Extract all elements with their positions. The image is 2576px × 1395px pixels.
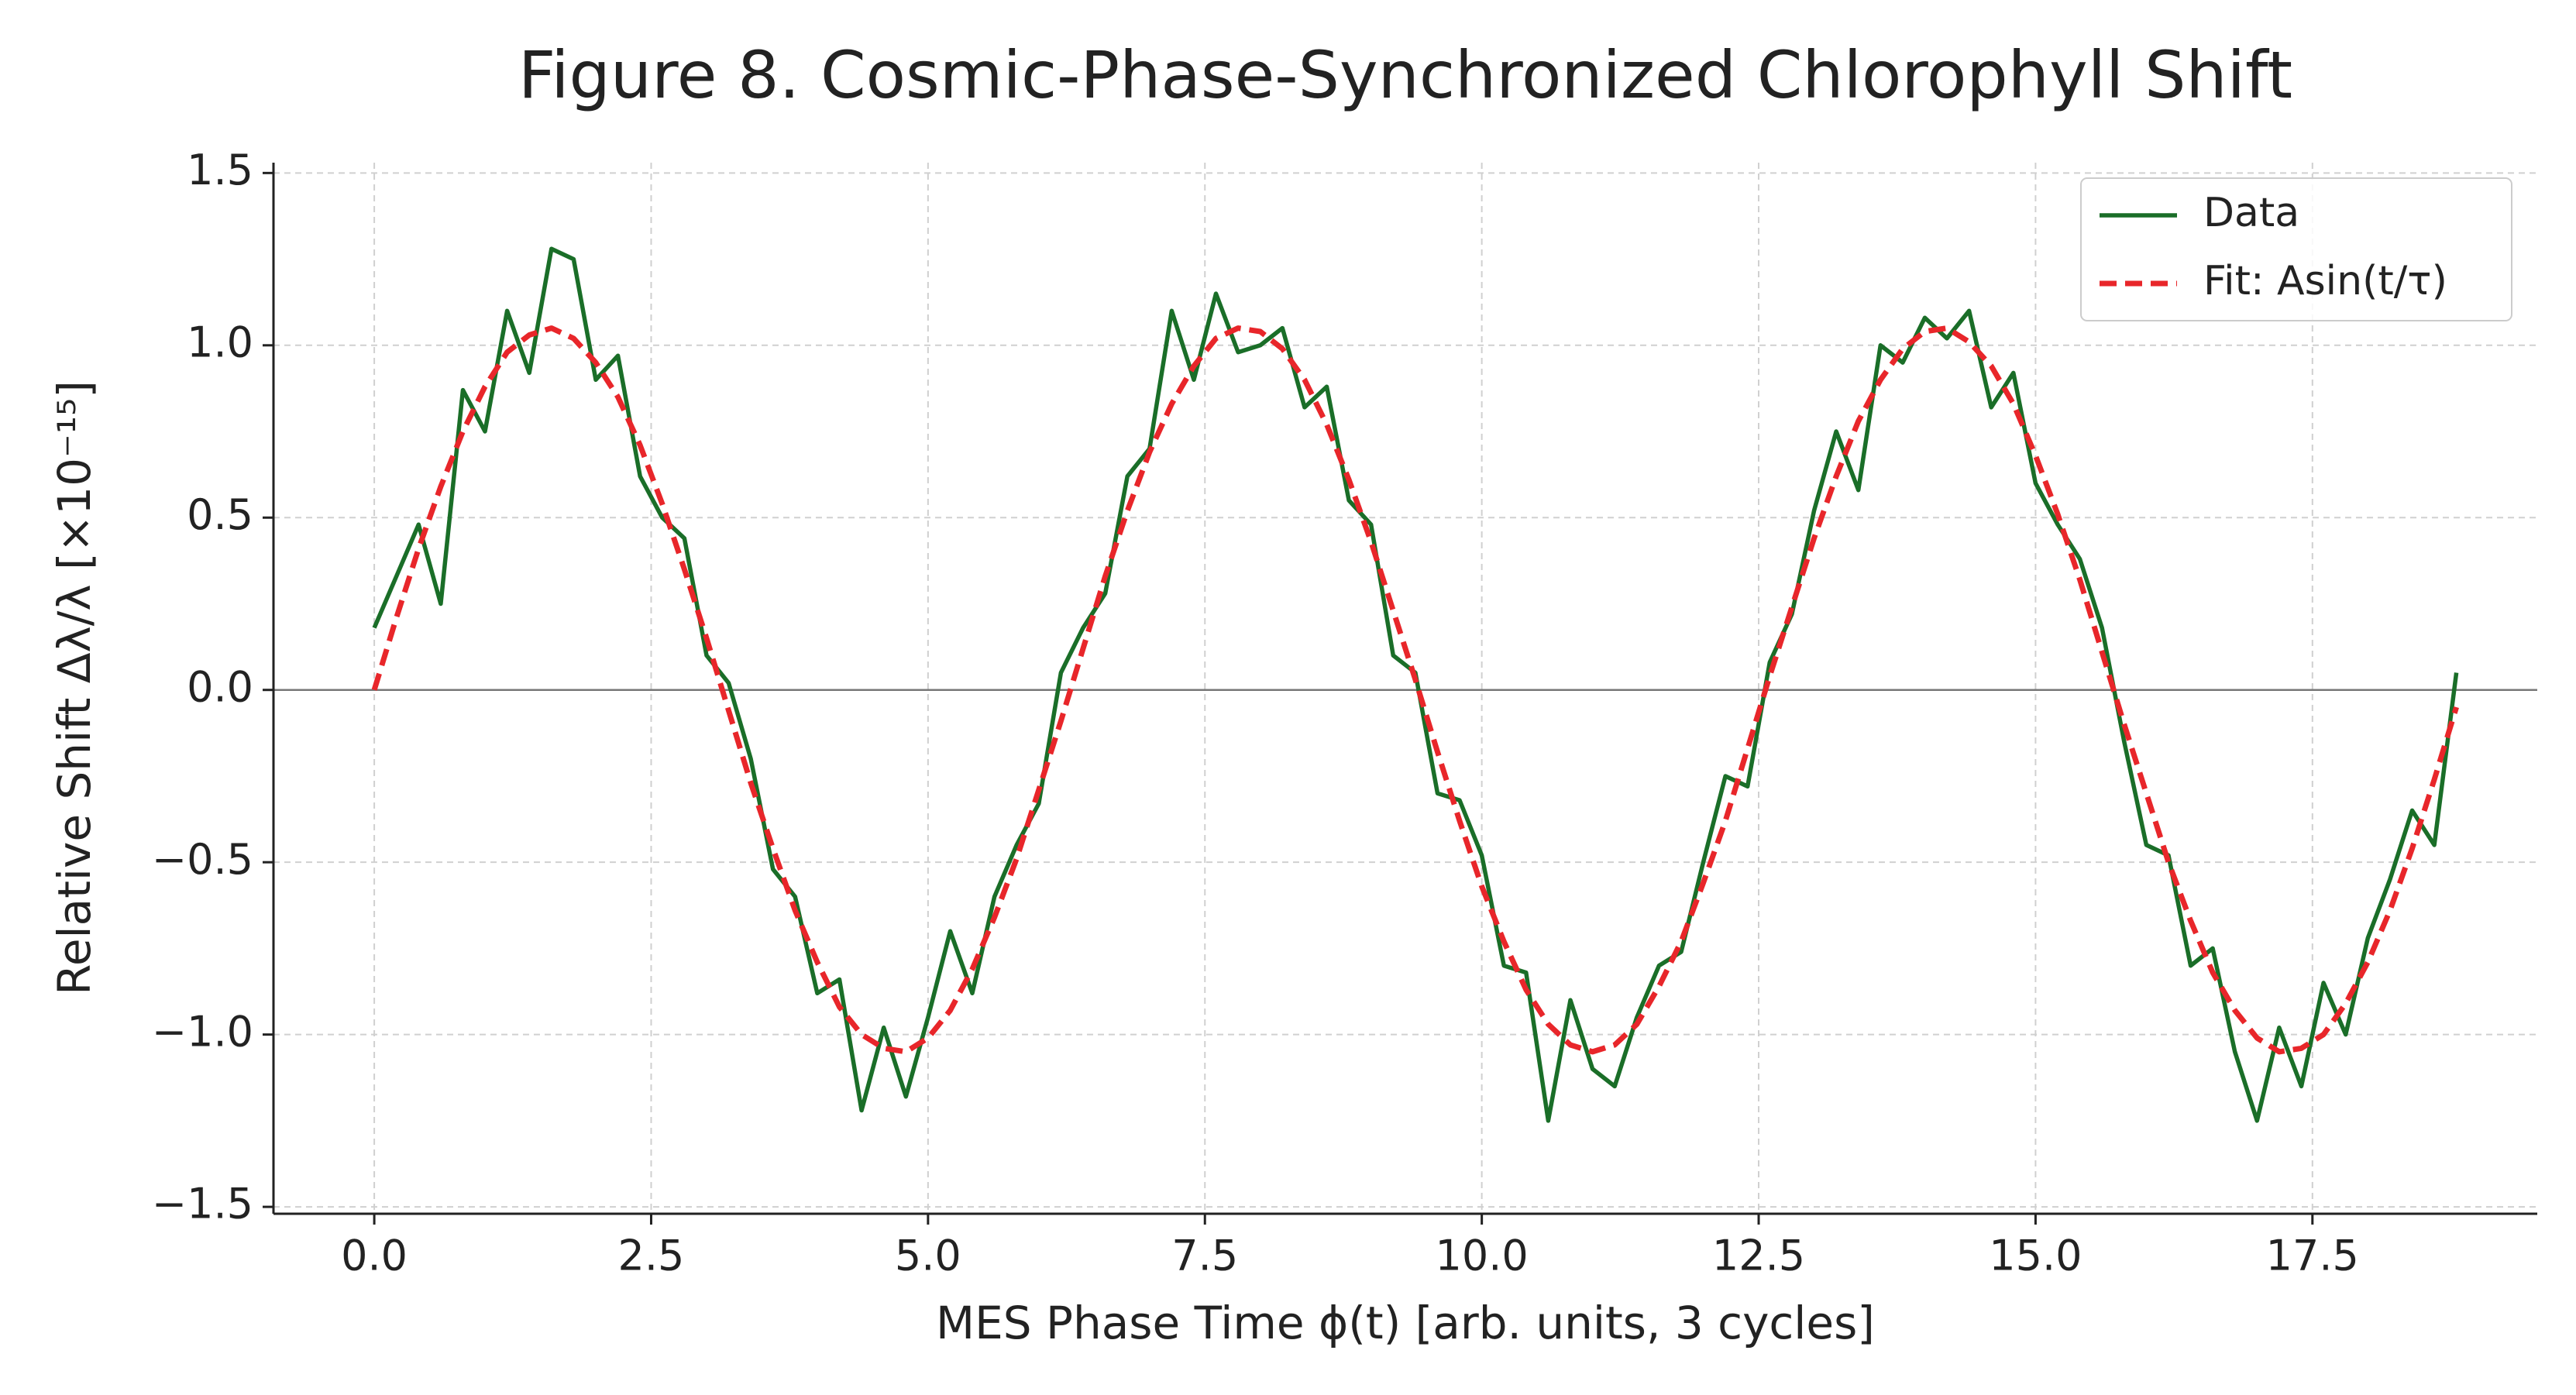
x-tick-label: 0.0 [341,1232,408,1280]
x-tick-label: 12.5 [1712,1232,1805,1280]
x-tick-label: 2.5 [618,1232,685,1280]
legend-label: Data [2203,190,2299,236]
fit-line [371,325,2459,1055]
y-tick-label: 1.0 [187,318,253,366]
x-tick-label: 7.5 [1171,1232,1238,1280]
legend-box [2080,177,2512,321]
y-tick-label: −0.5 [152,835,253,884]
x-tick-label: 17.5 [2266,1232,2359,1280]
x-tick-label: 5.0 [895,1232,961,1280]
x-axis-label: MES Phase Time ϕ(t) [arb. units, 3 cycle… [936,1297,1875,1349]
x-tick-label: 10.0 [1436,1232,1529,1280]
x-tick-label: 15.0 [1989,1232,2082,1280]
y-tick-label: 0.5 [187,490,253,539]
y-tick-label: 1.5 [187,146,253,194]
legend-label: Fit: Asin(t/τ) [2203,258,2447,304]
y-tick-label: 0.0 [187,662,253,711]
y-tick-label: −1.5 [152,1180,253,1228]
chart-title: Figure 8. Cosmic-Phase-Synchronized Chlo… [518,37,2292,113]
y-tick-label: −1.0 [152,1007,253,1056]
y-axis-label: Relative Shift Δλ/λ [×10⁻¹⁵] [48,380,101,995]
